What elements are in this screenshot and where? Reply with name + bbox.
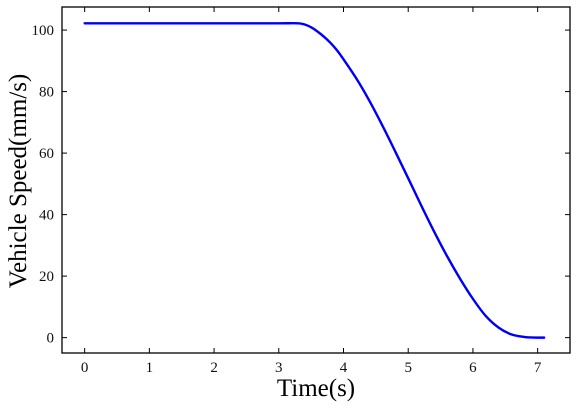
plot-area-frame	[61, 6, 571, 354]
y-tick-label: 80	[39, 85, 54, 101]
x-axis-title: Time(s)	[277, 375, 355, 402]
x-tick-label: 4	[340, 360, 348, 376]
y-tick-label: 100	[32, 23, 55, 39]
x-tick-label: 2	[210, 360, 218, 376]
x-axis-ticks: 0 1 2 3 4 5 6 7	[81, 7, 542, 376]
x-tick-label: 6	[469, 360, 477, 376]
y-axis-ticks: 0 20 40 60 80 100	[32, 23, 570, 347]
y-tick-label: 20	[39, 269, 54, 285]
x-tick-label: 7	[534, 360, 542, 376]
x-tick-label: 5	[404, 360, 412, 376]
x-tick-label: 0	[81, 360, 89, 376]
x-tick-label: 3	[275, 360, 283, 376]
y-tick-label: 60	[39, 146, 54, 162]
x-tick-label: 1	[146, 360, 154, 376]
y-axis-title: Vehicle Speed(mm/s)	[5, 74, 32, 289]
series-layer	[83, 22, 546, 339]
y-tick-label: 40	[39, 208, 54, 224]
speed-series-line	[83, 22, 546, 339]
y-tick-label: 0	[47, 331, 55, 347]
